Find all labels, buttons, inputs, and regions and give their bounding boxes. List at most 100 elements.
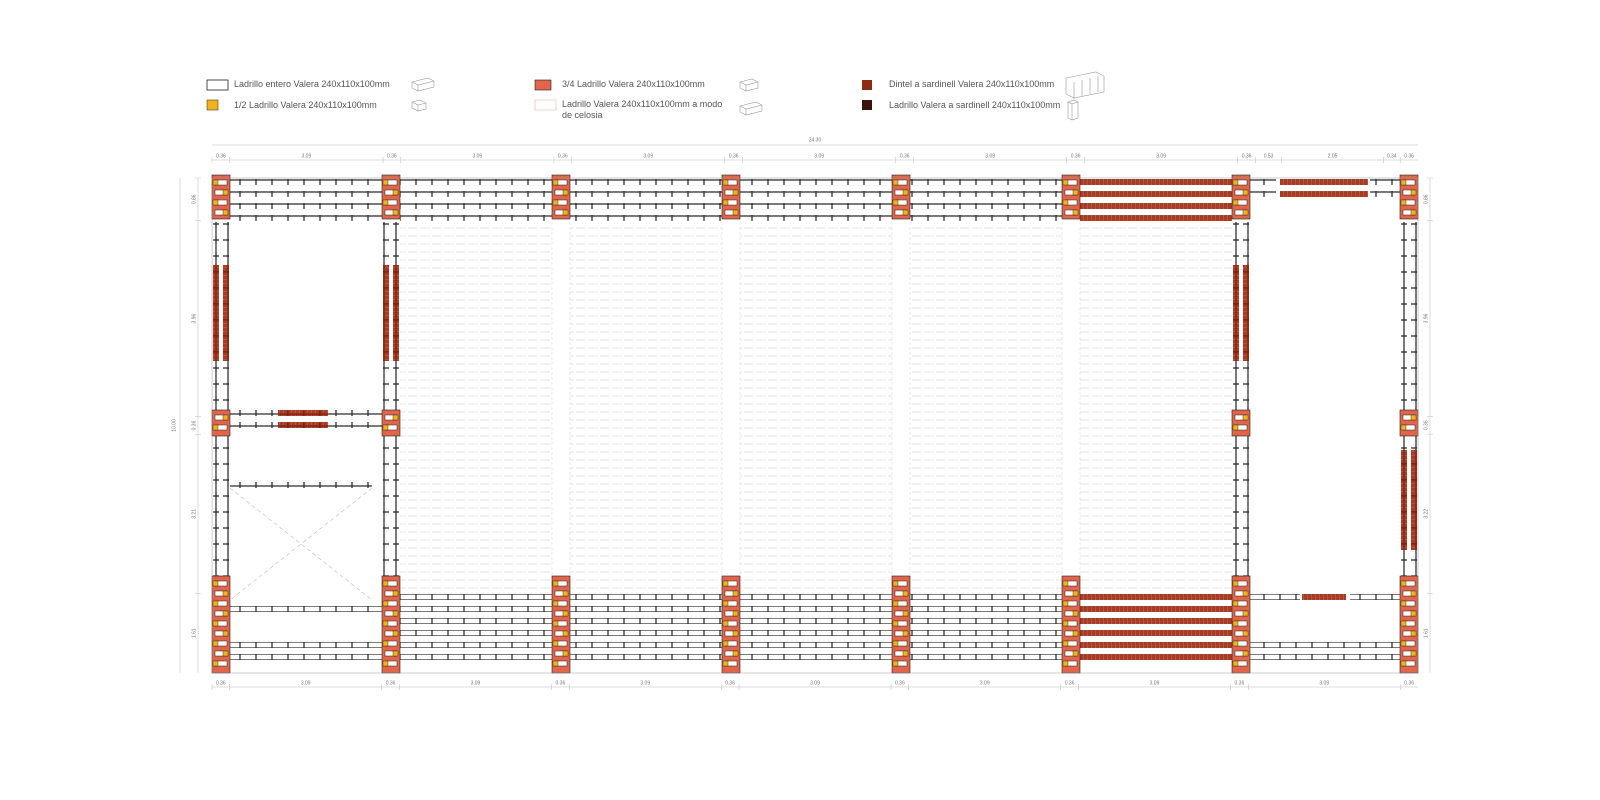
brick-course — [570, 642, 722, 648]
half-brick — [212, 660, 219, 667]
half-brick — [732, 650, 739, 657]
swatch-whole — [206, 79, 229, 91]
brick-course — [400, 179, 552, 185]
half-brick — [1072, 650, 1079, 657]
swatch-lintel — [862, 80, 872, 90]
half-brick — [212, 580, 219, 587]
brick-wall — [1411, 222, 1417, 594]
dim-label: 0.36 — [1404, 153, 1414, 159]
half-brick — [1232, 179, 1239, 186]
half-brick — [1400, 424, 1407, 431]
brick-course — [1250, 642, 1400, 648]
brick-course — [1080, 594, 1232, 600]
half-brick — [722, 660, 729, 667]
half-brick — [382, 640, 389, 647]
dim-label: 0.36 — [1065, 680, 1075, 686]
half-brick — [552, 580, 559, 587]
half-brick — [732, 590, 739, 597]
brick-wall — [1401, 222, 1407, 594]
dim-label: 24.30 — [809, 137, 822, 143]
half-brick — [722, 199, 729, 206]
brick-wall — [1243, 222, 1249, 594]
dim-label: 0.36 — [1404, 680, 1414, 686]
pier — [891, 174, 911, 220]
half-brick — [892, 660, 899, 667]
half-brick — [1410, 630, 1417, 637]
half-brick — [382, 600, 389, 607]
half-brick — [222, 650, 229, 657]
dim-label: 3.09 — [985, 153, 995, 159]
lintel-wall — [393, 265, 399, 361]
dim-label: 0.36 — [1242, 153, 1252, 159]
legend-label: Ladrillo Valera a sardinell 240x110x100m… — [889, 100, 1061, 110]
half-brick — [722, 580, 729, 587]
brick-course — [570, 654, 722, 660]
dim-label: 3.96 — [191, 313, 197, 323]
lintel-course — [278, 410, 328, 416]
half-brick — [1062, 179, 1069, 186]
half-brick — [552, 620, 559, 627]
dim-label: 3.09 — [640, 680, 650, 686]
brick-course — [400, 215, 552, 221]
celosia-gap — [892, 222, 910, 578]
dim-label: 0.36 — [900, 153, 910, 159]
half-brick — [552, 600, 559, 607]
pier — [211, 409, 231, 437]
dim-label: 0.53 — [1264, 153, 1274, 159]
brick-course — [1080, 191, 1232, 197]
half-brick — [1232, 660, 1239, 667]
brick-course — [740, 618, 892, 624]
half-brick — [892, 199, 899, 206]
half-brick — [1062, 580, 1069, 587]
brick-course — [570, 606, 722, 612]
brick-course — [230, 179, 382, 185]
pier — [381, 174, 401, 220]
lintel-wall — [1233, 265, 1239, 361]
dim-label: 0.36 — [216, 153, 226, 159]
brick-course — [570, 630, 722, 636]
brick-wall — [213, 222, 219, 594]
swatch-celosia — [534, 99, 557, 111]
half-brick — [392, 414, 399, 421]
half-brick — [732, 209, 739, 216]
dim-label: 1.61 — [1423, 628, 1429, 638]
brick-course — [1080, 654, 1232, 660]
dim-label: 0.36 — [895, 680, 905, 686]
half-brick — [722, 640, 729, 647]
brick-course — [910, 203, 1062, 209]
half-brick — [1242, 650, 1249, 657]
half-brick — [562, 590, 569, 597]
half-brick — [1072, 630, 1079, 637]
half-brick — [1232, 580, 1239, 587]
brick-course — [740, 215, 892, 221]
dim-label: 2.05 — [1328, 153, 1338, 159]
half-brick — [1242, 590, 1249, 597]
brick-course — [740, 630, 892, 636]
celosia-gap — [552, 222, 570, 578]
dim-label: 3.21 — [191, 509, 197, 519]
half-brick — [1232, 424, 1239, 431]
half-brick — [552, 660, 559, 667]
dim-label: 3.09 — [471, 680, 481, 686]
pier — [551, 174, 571, 220]
half-brick — [382, 580, 389, 587]
half-brick — [392, 209, 399, 216]
brick-course — [400, 618, 552, 624]
half-brick — [562, 650, 569, 657]
half-brick — [392, 650, 399, 657]
half-brick — [392, 590, 399, 597]
dim-label: 0.86 — [1423, 194, 1429, 204]
half-brick — [562, 189, 569, 196]
half-brick — [1400, 580, 1407, 587]
half-brick — [392, 610, 399, 617]
legend-label: 1/2 Ladrillo Valera 240x110x100mm — [234, 100, 377, 110]
swatch-three-quarter — [534, 79, 552, 91]
half-brick — [392, 630, 399, 637]
dim-label: 0.36 — [725, 680, 735, 686]
pier — [1231, 174, 1251, 220]
brick-course — [1370, 191, 1400, 197]
brick-course — [1080, 618, 1232, 624]
brick-course — [400, 630, 552, 636]
brick-course — [570, 203, 722, 209]
